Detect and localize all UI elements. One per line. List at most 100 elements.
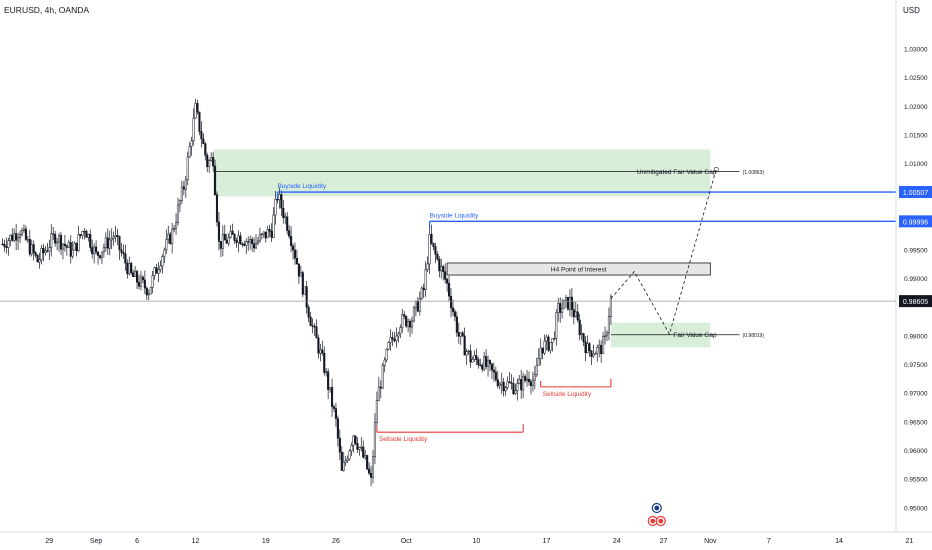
candle-body [249,239,252,243]
candle-body [20,230,24,235]
candle-body [145,287,148,296]
candle-body [26,239,29,241]
candle-body [50,233,53,248]
candle-body [356,443,359,450]
candle-body [551,338,554,343]
candle-body [1,243,4,246]
candle-body [368,468,371,474]
candle-body [95,246,98,253]
level-label: Unmitigated Fair Value Gap [637,169,717,176]
candle-body [504,387,507,392]
candle-body [570,296,573,310]
candle-body [81,231,84,236]
candle-body [605,332,609,337]
candle-body [446,279,449,284]
candle-body [494,371,497,380]
candle-body [204,143,207,156]
candle-body [198,111,201,132]
projection-target [713,166,719,172]
candle-body [397,333,400,337]
candle-body [319,349,322,354]
candle-body [315,326,318,339]
candle-body [387,342,390,350]
candle-body [442,266,445,272]
candle-body [288,230,291,237]
candle-body [311,325,314,327]
candle-body [524,376,527,381]
projection-path [610,169,717,336]
candle-body [235,240,238,243]
candle-body [171,228,174,244]
candle-body [313,325,316,328]
candle-body [364,455,367,458]
candle-body [510,382,513,384]
candle-body [11,234,14,241]
candle-body [529,381,533,386]
currency-label: USD [903,6,920,15]
buyside-label: Buyside Liquidity [430,212,480,219]
candle-body [61,243,65,250]
projection-layer [610,166,719,336]
candle-body [3,243,6,247]
candle-body [565,297,568,301]
candle-body [106,237,109,249]
candle-body [292,245,295,251]
candle-body [418,297,421,312]
candle-body [136,271,139,283]
candle-body [253,243,256,249]
candle-body [71,249,74,257]
candle-body [165,239,168,251]
candle-body [485,356,488,367]
candle-body [399,327,402,335]
candle-body [350,445,353,452]
levels-layer: Unmitigated Fair Value Gap (1.00863) Buysi… [0,169,932,443]
candle-body [336,418,339,439]
y-tick-label: 1.02000 [904,104,928,111]
candle-body [465,351,468,356]
candle-body [256,240,259,244]
candle-body [533,374,536,381]
candle-body [93,246,96,255]
candle-body [173,228,176,230]
candle-body [547,336,550,351]
candle-body [393,338,396,342]
candle-body [13,233,16,241]
price-badge-label: 1.00507 [903,190,928,197]
candle-body [459,332,462,337]
candle-body [487,360,490,367]
level-value: (0.98019) [743,333,765,339]
candle-body [366,455,369,470]
price-badge [899,186,932,199]
candle-body [584,341,587,354]
candle-body [208,160,211,168]
candle-body [506,381,509,388]
candle-body [19,234,22,238]
candle-body [241,243,244,245]
candle-body [526,378,529,381]
buyside-label: Buyside Liquidity [277,183,327,190]
level-value: (1.00863) [743,170,765,176]
candle-body [409,320,412,328]
candle-body [471,359,474,363]
candle-body [572,309,575,317]
candle-body [457,332,460,337]
candle-body [79,234,82,236]
zone [446,262,711,276]
candle-body [188,145,191,158]
candle-body [334,408,337,419]
candle-body [373,422,376,457]
candle-body [120,249,123,253]
y-tick-label: 0.98000 [904,333,928,340]
candle-body [67,242,70,248]
current-price-label: 0.98605 [903,299,928,306]
candle-body [463,335,466,356]
candle-body [557,303,560,314]
candle-body [434,246,437,255]
candle-body [91,247,94,255]
candle-body [325,371,328,373]
candle-body [444,271,447,280]
candle-body [500,381,503,385]
sellside-label: Sellside Liquidity [543,391,592,398]
candle-body [190,140,193,147]
